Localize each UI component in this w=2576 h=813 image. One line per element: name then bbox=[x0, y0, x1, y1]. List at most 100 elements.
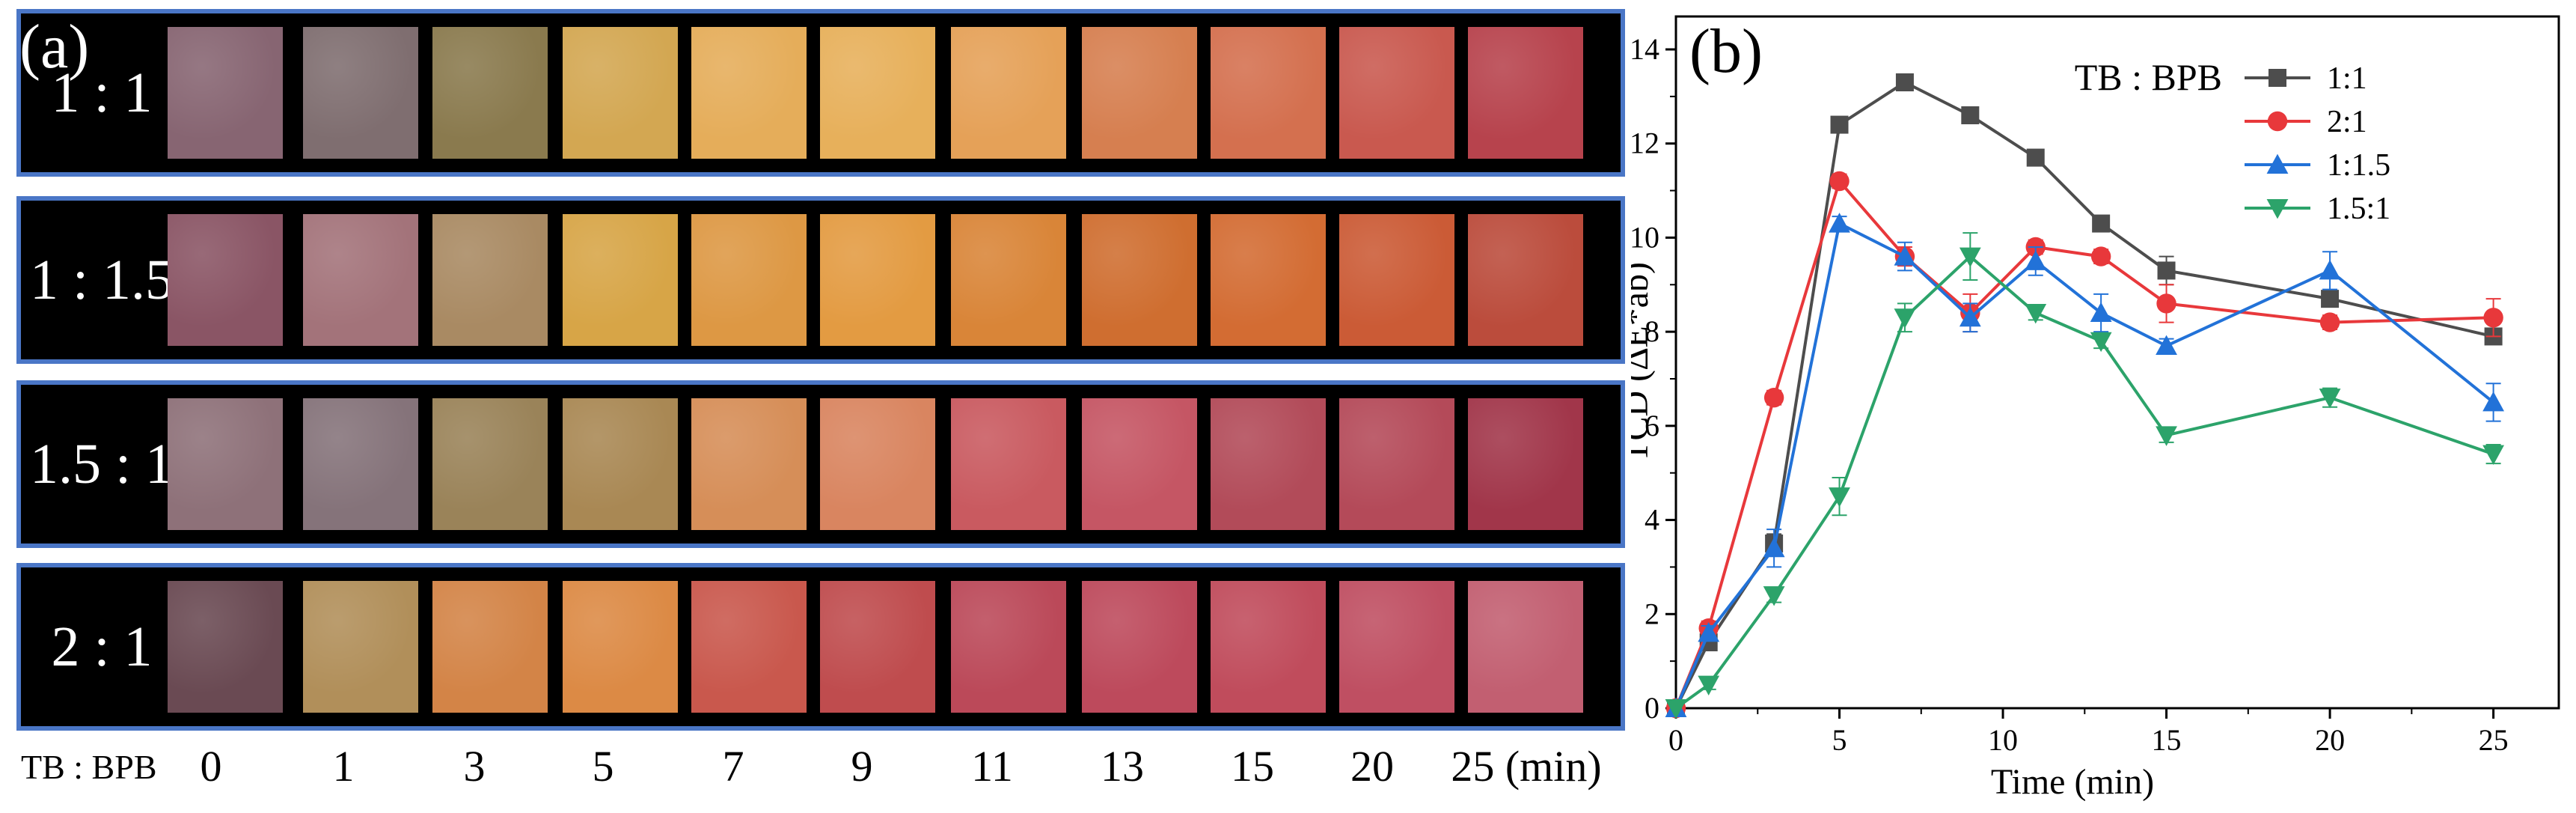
colour-swatch bbox=[303, 214, 418, 346]
y-tick-label: 2 bbox=[1645, 597, 1659, 630]
data-point bbox=[1829, 171, 1850, 192]
time-label: 13 bbox=[1101, 742, 1144, 791]
series-group bbox=[1665, 232, 2504, 719]
data-point bbox=[2483, 308, 2503, 328]
data-point bbox=[1894, 308, 1916, 329]
data-point bbox=[1961, 106, 1980, 124]
x-tick-label: 0 bbox=[1668, 723, 1683, 757]
time-label: 3 bbox=[463, 742, 486, 791]
time-label: 7 bbox=[722, 742, 744, 791]
data-point bbox=[1830, 115, 1849, 134]
strip-ratio-label: 2 : 1 bbox=[51, 615, 153, 678]
colour-swatch bbox=[691, 214, 807, 346]
legend-marker bbox=[2266, 199, 2289, 219]
colour-strip-row: 1 : 1.5 bbox=[16, 196, 1625, 364]
colour-swatch bbox=[563, 581, 678, 713]
data-point bbox=[2090, 302, 2112, 322]
colour-swatch bbox=[1082, 581, 1197, 713]
y-axis-title: TCD (∆E*ab) bbox=[1631, 262, 1656, 463]
colour-swatch bbox=[432, 398, 548, 530]
data-point bbox=[2319, 260, 2341, 280]
colour-swatch bbox=[1082, 398, 1197, 530]
colour-swatch bbox=[168, 581, 283, 713]
data-point bbox=[2026, 148, 2045, 167]
colour-swatch bbox=[1082, 27, 1197, 159]
data-point bbox=[2092, 214, 2111, 233]
data-point bbox=[2321, 290, 2340, 308]
colour-strip-row: 2 : 1 bbox=[16, 563, 1625, 731]
legend-marker bbox=[2266, 153, 2289, 174]
colour-swatch bbox=[691, 581, 807, 713]
legend-title: TB : BPB bbox=[2075, 56, 2222, 98]
colour-swatch bbox=[432, 27, 548, 159]
time-label: 15 bbox=[1231, 742, 1274, 791]
x-tick-label: 25 bbox=[2479, 723, 2509, 757]
colour-swatch bbox=[820, 214, 935, 346]
strip-ratio-label: 1 : 1.5 bbox=[29, 248, 174, 311]
y-tick-label: 4 bbox=[1645, 503, 1659, 537]
time-label: 9 bbox=[851, 742, 873, 791]
legend-entry: 2:1 bbox=[2327, 105, 2367, 139]
data-point bbox=[2025, 304, 2047, 324]
colour-swatch bbox=[1211, 27, 1326, 159]
plot-frame bbox=[1674, 15, 2560, 710]
y-tick-label: 14 bbox=[1631, 32, 1659, 66]
panel-b-tag: (b) bbox=[1689, 16, 1763, 86]
data-point bbox=[1894, 246, 1916, 266]
x-tick-label: 15 bbox=[2152, 723, 2182, 757]
colour-swatch bbox=[951, 27, 1066, 159]
data-point bbox=[2156, 426, 2177, 446]
colour-swatch bbox=[1468, 27, 1583, 159]
colour-swatch bbox=[1468, 214, 1583, 346]
panel-a-time-axis: TB : BPB 0 1 3 5 7 9 11 13 15 20 25 (min) bbox=[0, 741, 1631, 801]
data-point bbox=[2482, 392, 2504, 412]
colour-swatch bbox=[1339, 398, 1454, 530]
colour-swatch bbox=[820, 398, 935, 530]
data-point bbox=[1763, 537, 1785, 558]
y-tick-label: 0 bbox=[1645, 691, 1659, 725]
data-point bbox=[1763, 586, 1785, 606]
colour-swatch bbox=[1339, 214, 1454, 346]
y-tick-label: 10 bbox=[1631, 220, 1659, 254]
data-point bbox=[2157, 261, 2176, 280]
legend-entry: 1.5:1 bbox=[2327, 192, 2390, 226]
strip-ratio-label: 1 : 1 bbox=[51, 61, 153, 124]
data-point bbox=[1698, 622, 1720, 642]
data-point bbox=[2319, 389, 2341, 409]
colour-swatch bbox=[1211, 398, 1326, 530]
data-point bbox=[2156, 293, 2176, 314]
legend-entry: 1:1 bbox=[2327, 61, 2367, 96]
data-point bbox=[1959, 247, 1981, 267]
panel-a-axis-title: TB : BPB bbox=[21, 748, 157, 786]
time-label: 0 bbox=[200, 742, 222, 791]
colour-swatch bbox=[1468, 398, 1583, 530]
colour-swatch bbox=[1211, 214, 1326, 346]
y-tick-label: 12 bbox=[1631, 127, 1659, 160]
panel-a-tag: (a) bbox=[19, 12, 90, 82]
colour-swatch bbox=[951, 581, 1066, 713]
panel-a-colour-strips: (a) 1 : 1 1 : 1.5 1.5 : 1 2 : 1 TB : BPB 0 1… bbox=[0, 9, 1631, 801]
time-label: 20 bbox=[1350, 742, 1394, 791]
data-point bbox=[1959, 306, 1981, 327]
colour-swatch bbox=[303, 27, 418, 159]
colour-swatch bbox=[1339, 581, 1454, 713]
data-point bbox=[2090, 332, 2112, 353]
data-point bbox=[1763, 387, 1784, 408]
data-point bbox=[1665, 699, 1687, 719]
colour-swatch bbox=[303, 581, 418, 713]
x-axis-title: Time (min) bbox=[1991, 762, 2154, 802]
colour-swatch bbox=[951, 398, 1066, 530]
data-point bbox=[2482, 445, 2504, 465]
colour-swatch bbox=[168, 398, 283, 530]
y-tick-label: 8 bbox=[1645, 314, 1659, 348]
data-point bbox=[1698, 675, 1720, 695]
time-label: 5 bbox=[592, 742, 614, 791]
colour-swatch bbox=[1082, 214, 1197, 346]
colour-swatch bbox=[168, 27, 283, 159]
series-group bbox=[1665, 213, 2504, 717]
strip-ratio-label: 1.5 : 1 bbox=[29, 432, 174, 496]
colour-swatch bbox=[563, 214, 678, 346]
data-point bbox=[2156, 335, 2177, 355]
data-point bbox=[1829, 487, 1850, 508]
time-label: 11 bbox=[971, 742, 1013, 791]
